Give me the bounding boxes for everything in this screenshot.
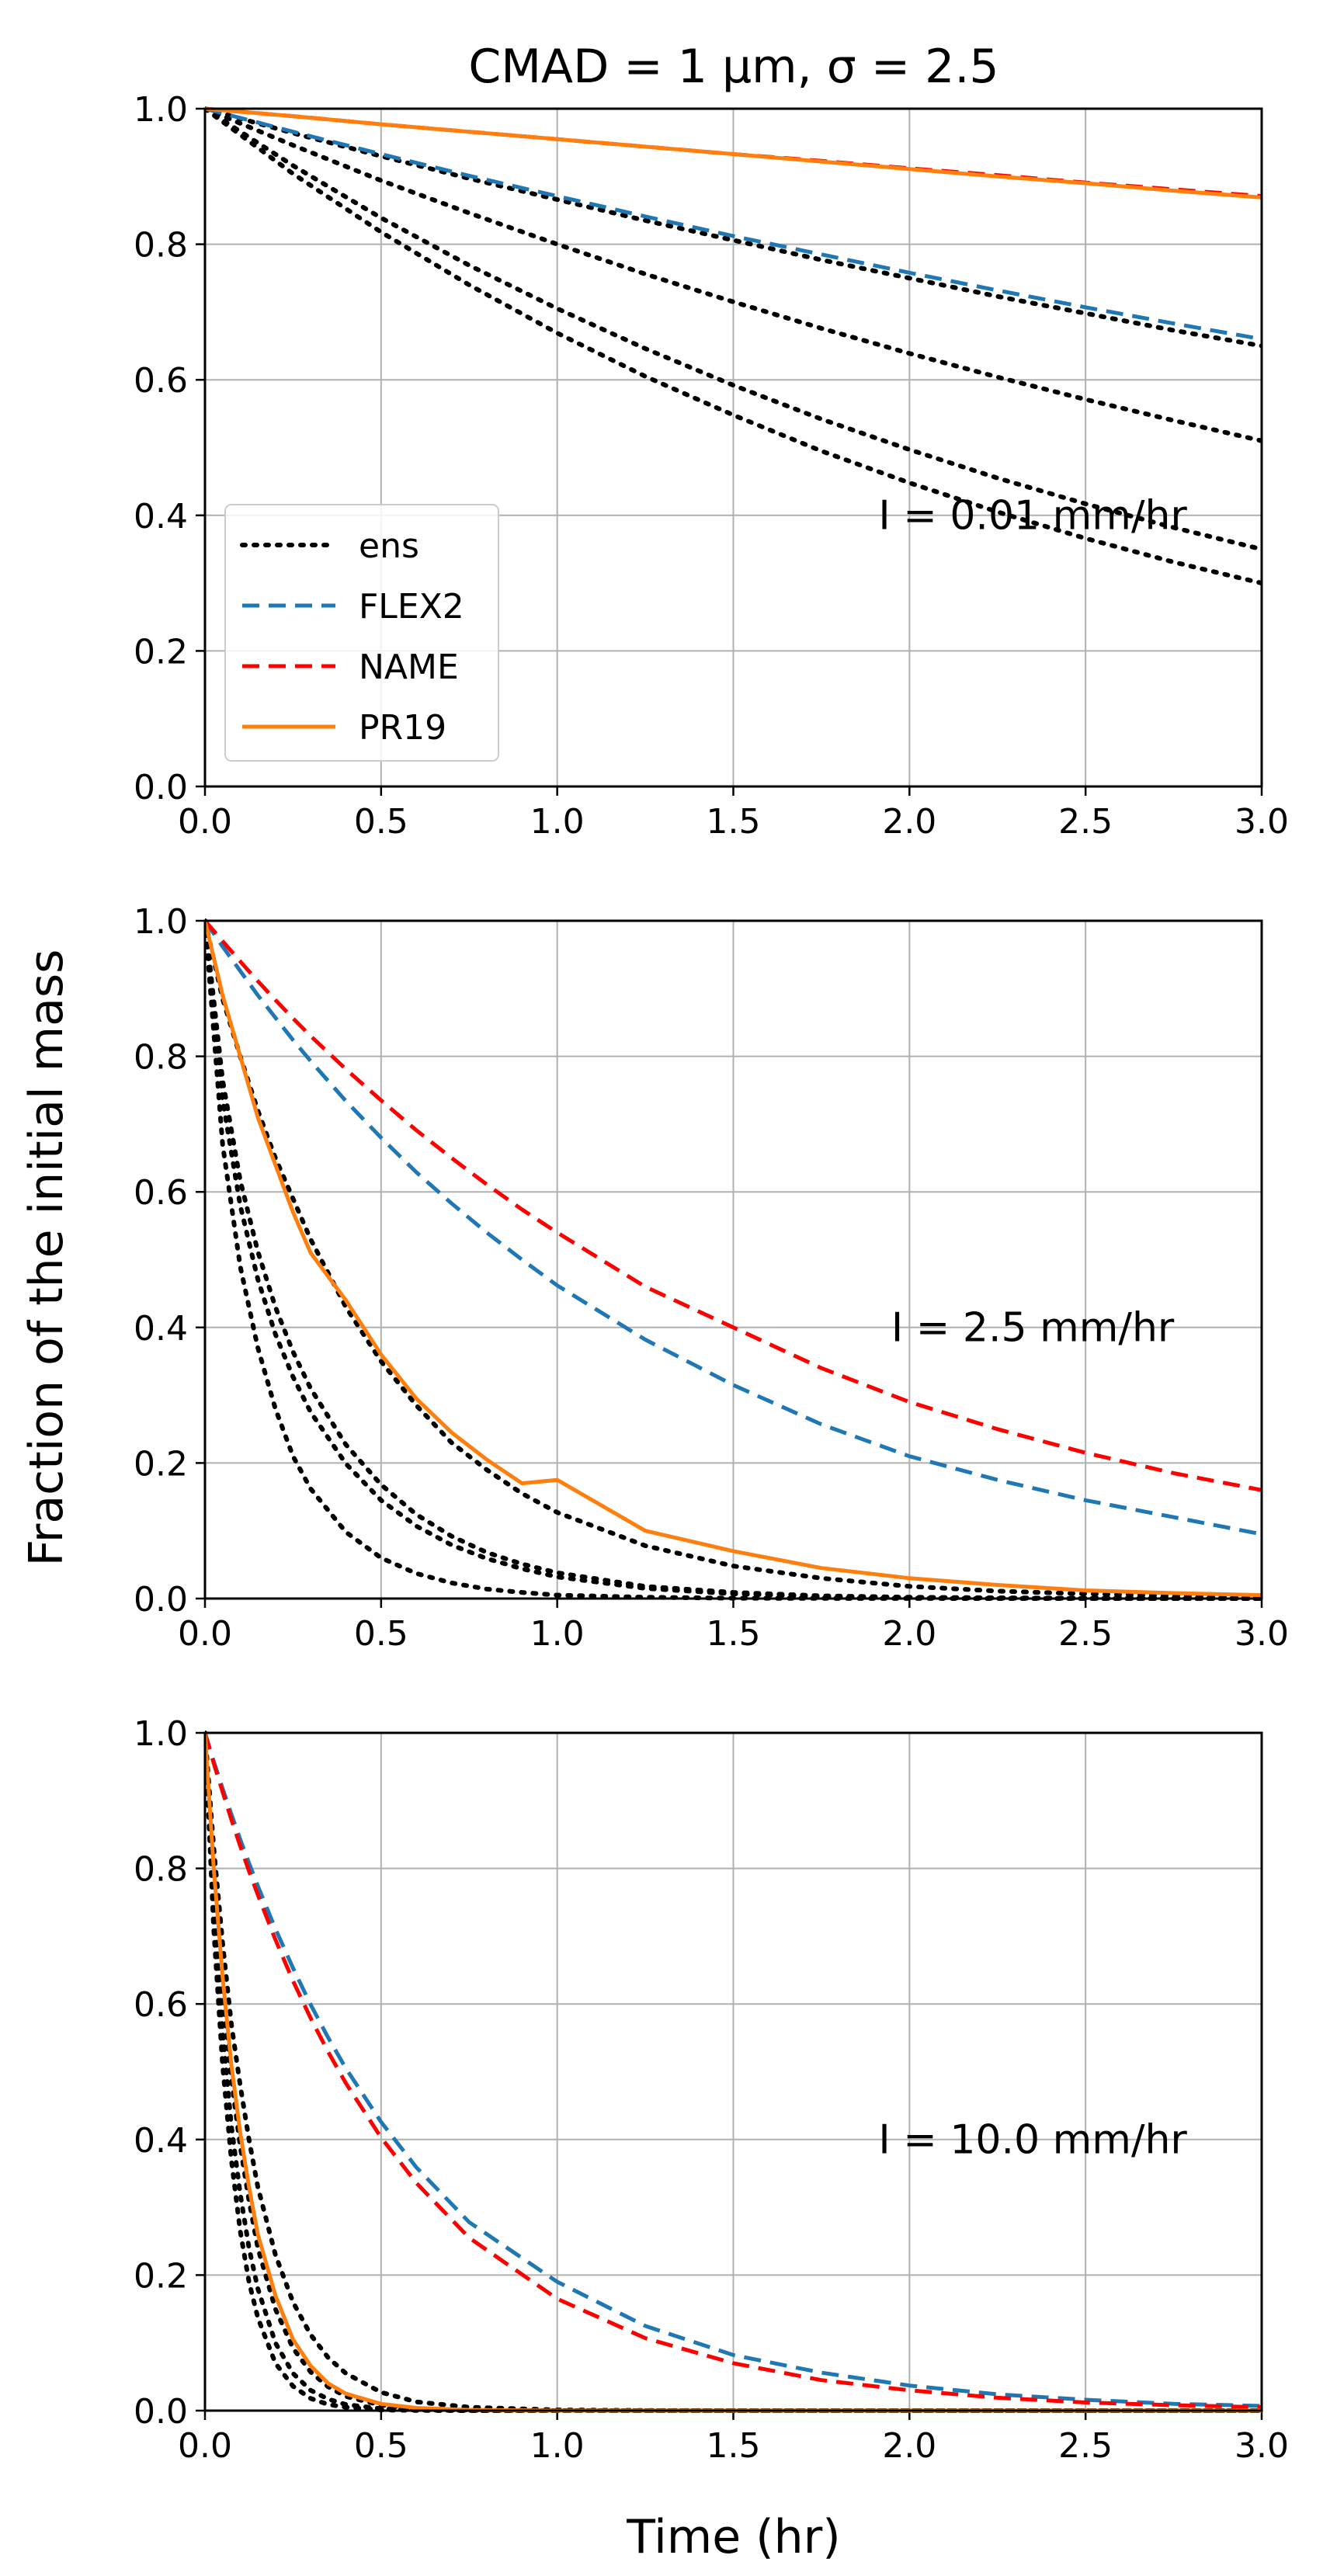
y-tick-label: 0.0: [134, 2392, 188, 2432]
y-tick-label: 0.8: [134, 1038, 188, 1078]
figure-title: CMAD = 1 µm, σ = 2.5: [468, 40, 998, 94]
legend-box: [224, 504, 499, 762]
panel-top: 0.0 0.5 1.0 1.5 2.0 2.5 3.0 0.0 0.2 0.4 0.6 0.8 1.0 I…: [134, 90, 1289, 842]
y-tick-label: 0.8: [134, 1850, 188, 1890]
y-tick-label: 0.4: [134, 2121, 188, 2161]
series-line-ens: [205, 1731, 1262, 2413]
x-tick-label: 2.0: [882, 2426, 936, 2466]
legend: ens FLEX2 NAME PR19: [224, 504, 499, 762]
y-tick-label: 1.0: [134, 902, 188, 942]
series-line-name: [205, 919, 1262, 1492]
legend-label-name: NAME: [359, 647, 459, 687]
series-line-pr19: [205, 920, 1262, 1598]
x-tick-label: 1.5: [707, 802, 761, 842]
series-line-ens: [205, 106, 1262, 443]
x-tick-label: 1.5: [707, 1614, 761, 1654]
intensity-annotation: I = 0.01 mm/hr: [878, 492, 1187, 539]
axes-frame: [203, 107, 1263, 788]
y-tick-label: 0.2: [134, 1444, 188, 1484]
x-tick-label: 0.0: [178, 802, 232, 842]
y-tick-label: 0.8: [134, 226, 188, 266]
y-tick-label: 0.0: [134, 768, 188, 807]
x-tick-label: 1.0: [530, 802, 585, 842]
x-tick-label: 0.5: [354, 802, 408, 842]
legend-label-pr19: PR19: [359, 708, 446, 748]
series-line-name: [205, 1732, 1262, 2410]
y-tick-label: 0.6: [134, 1985, 188, 2025]
legend-label-ens: ens: [359, 526, 419, 566]
intensity-annotation: I = 10.0 mm/hr: [878, 2116, 1187, 2163]
y-tick-label: 0.0: [134, 1580, 188, 1620]
intensity-annotation: I = 2.5 mm/hr: [891, 1304, 1175, 1351]
x-tick-label: 1.5: [707, 2426, 761, 2466]
x-tick-label: 3.0: [1235, 1614, 1289, 1654]
series-line-ens: [205, 106, 1262, 552]
axes-frame: [203, 1731, 1263, 2412]
legend-label-flex2: FLEX2: [359, 587, 464, 627]
x-tick-label: 0.5: [354, 2426, 408, 2466]
series-line-flex2: [205, 106, 1262, 342]
x-tick-label: 2.0: [882, 1614, 936, 1654]
x-tick-label: 2.5: [1058, 1614, 1113, 1654]
x-tick-label: 2.0: [882, 802, 936, 842]
y-tick-label: 1.0: [134, 1714, 188, 1754]
x-tick-label: 0.0: [178, 2426, 232, 2466]
x-tick-label: 0.5: [354, 1614, 408, 1654]
panel-bottom: 0.0 0.5 1.0 1.5 2.0 2.5 3.0 0.0 0.2 0.4 0.6 0.8 1.0 I…: [134, 1714, 1289, 2466]
axes-frame: [203, 919, 1263, 1600]
y-tick-label: 0.2: [134, 632, 188, 672]
y-tick-label: 1.0: [134, 90, 188, 130]
y-tick-label: 0.6: [134, 1173, 188, 1213]
series-line-flex2: [205, 1732, 1262, 2408]
x-axis-title: Time (hr): [626, 2510, 840, 2564]
series-line-pr19: [205, 106, 1262, 200]
x-tick-label: 1.0: [530, 2426, 585, 2466]
x-tick-label: 3.0: [1235, 802, 1289, 842]
y-tick-label: 0.2: [134, 2256, 188, 2296]
x-tick-label: 2.5: [1058, 2426, 1113, 2466]
panel-middle: 0.0 0.5 1.0 1.5 2.0 2.5 3.0 0.0 0.2 0.4 0.6 0.8 1.0 I…: [134, 902, 1289, 1654]
x-tick-label: 2.5: [1058, 802, 1113, 842]
x-tick-label: 0.0: [178, 1614, 232, 1654]
y-tick-label: 0.4: [134, 1309, 188, 1349]
series-line-flex2: [205, 919, 1262, 1536]
y-tick-label: 0.6: [134, 361, 188, 401]
series-line-ens: [205, 918, 1262, 1599]
x-tick-label: 3.0: [1235, 2426, 1289, 2466]
x-tick-label: 1.0: [530, 1614, 585, 1654]
y-tick-label: 0.4: [134, 497, 188, 536]
y-axis-title: Fraction of the initial mass: [19, 950, 74, 1567]
